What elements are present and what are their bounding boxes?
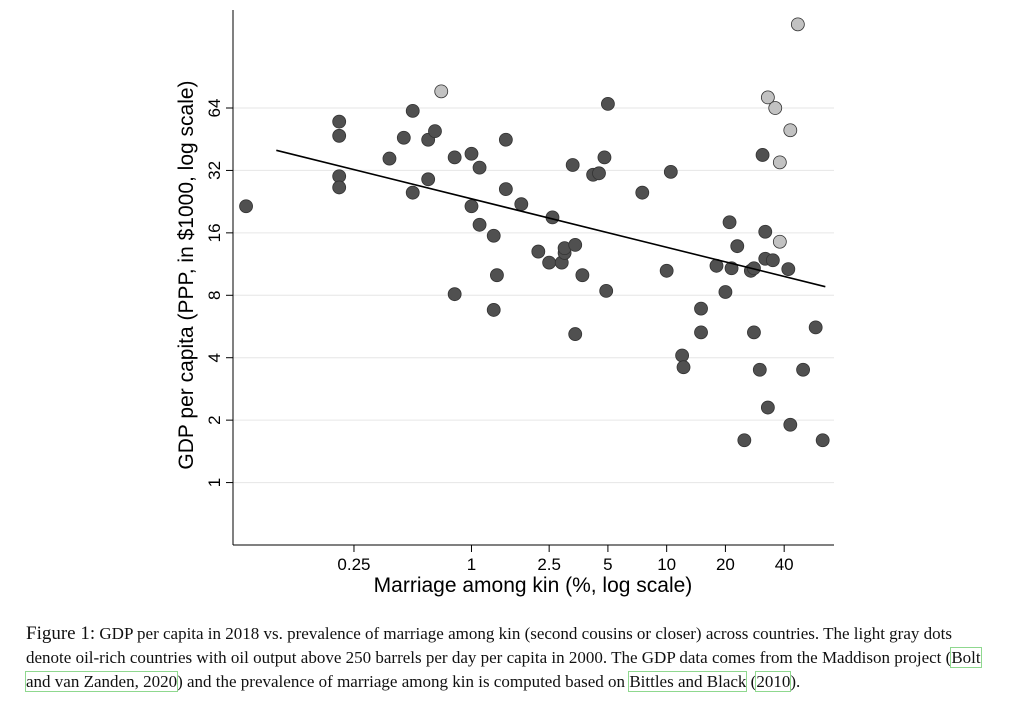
country-point — [783, 417, 798, 432]
country-point — [796, 362, 810, 377]
figure-label: Figure 1: — [26, 623, 96, 644]
country-point — [531, 244, 546, 259]
oil-rich-point — [772, 155, 787, 170]
country-point — [659, 263, 674, 278]
country-point — [752, 362, 767, 377]
x-tick-label: 0.25 — [337, 555, 370, 574]
country-point — [765, 253, 780, 268]
country-point — [568, 237, 583, 252]
citation-sep: , — [134, 672, 144, 691]
country-point — [447, 150, 462, 165]
country-point — [781, 262, 796, 276]
country-point — [730, 239, 745, 254]
country-point — [815, 433, 830, 448]
x-tick-label: 20 — [716, 555, 735, 574]
country-point — [472, 217, 487, 232]
country-point — [599, 283, 614, 298]
country-point — [490, 268, 504, 283]
country-point — [332, 114, 347, 129]
caption-text-1: GDP per capita in 2018 vs. prevalence of… — [26, 624, 952, 667]
oil-rich-point — [760, 90, 775, 105]
country-point — [722, 215, 737, 230]
caption-text-2: ) and the prevalence of marriage among k… — [177, 672, 630, 691]
country-point — [447, 287, 462, 302]
country-point — [498, 132, 513, 147]
country-point — [514, 197, 529, 212]
y-tick-label: 64 — [205, 99, 224, 118]
y-tick-label: 4 — [205, 353, 224, 362]
y-axis-ticks: 1 2 4 8 16 32 64 — [205, 99, 233, 487]
country-point — [428, 124, 442, 139]
x-tick-label: 40 — [775, 555, 794, 574]
fit-line — [276, 149, 826, 288]
country-point — [542, 255, 557, 270]
x-tick-label: 1 — [467, 555, 476, 574]
citation-year-2010[interactable]: 2010 — [755, 671, 792, 692]
country-point — [396, 130, 411, 145]
data-points — [239, 17, 830, 448]
x-tick-label: 2.5 — [537, 555, 561, 574]
country-point — [421, 172, 436, 187]
country-point — [694, 325, 708, 340]
citation-link-bittles[interactable]: Bittles and Black — [628, 671, 748, 692]
country-point — [472, 160, 487, 175]
country-point — [568, 327, 583, 341]
y-tick-label: 16 — [205, 223, 224, 242]
caption-text-3: ). — [790, 672, 801, 691]
country-point — [663, 164, 678, 179]
y-tick-label: 1 — [205, 478, 224, 487]
x-axis-label: Marriage among kin (%, log scale) — [374, 574, 693, 597]
grid-lines — [233, 107, 834, 484]
country-point — [718, 285, 733, 299]
oil-rich-point — [772, 234, 787, 249]
country-point — [808, 320, 823, 335]
x-axis-ticks: 0.25 1 2.5 5 10 20 40 — [337, 545, 794, 574]
oil-rich-point — [434, 84, 449, 99]
country-point — [486, 303, 501, 317]
country-point — [755, 148, 770, 162]
country-point — [737, 433, 752, 448]
country-point — [760, 400, 775, 415]
y-tick-label: 8 — [205, 291, 224, 300]
x-tick-label: 5 — [603, 555, 612, 574]
country-point — [565, 158, 580, 172]
country-point — [676, 360, 691, 375]
country-point — [332, 180, 347, 195]
country-point — [332, 128, 347, 143]
country-point — [694, 301, 708, 316]
citation-year-2020[interactable]: 2020 — [143, 672, 178, 691]
scatter-chart: 1 2 4 8 16 32 64 0.25 1 2.5 5 10 20 40 Marriage amon… — [175, 10, 834, 597]
country-point — [597, 150, 612, 165]
country-point — [486, 228, 501, 243]
country-point — [575, 268, 590, 283]
country-point — [405, 103, 420, 118]
x-tick-label: 10 — [657, 555, 676, 574]
country-point — [758, 224, 773, 239]
oil-rich-point — [768, 101, 783, 115]
country-point — [464, 199, 479, 214]
country-point — [464, 146, 479, 161]
country-point — [747, 325, 761, 340]
oil-rich-point — [790, 17, 805, 32]
y-axis-label: GDP per capita (PPP, in $1000, log scale… — [175, 80, 198, 469]
country-point — [675, 348, 690, 363]
country-point — [498, 182, 513, 197]
y-tick-label: 2 — [205, 415, 224, 424]
country-point — [405, 185, 420, 200]
citation-open: ( — [746, 672, 757, 691]
citation-link-bolt[interactable]: Bolt and van Zanden — [26, 648, 981, 691]
country-point — [592, 166, 606, 181]
country-point — [635, 185, 650, 200]
country-point — [601, 96, 615, 111]
country-point — [239, 199, 253, 214]
country-point — [382, 151, 397, 166]
figure-caption: Figure 1: GDP per capita in 2018 vs. pre… — [25, 622, 986, 694]
oil-rich-point — [783, 123, 798, 138]
y-tick-label: 32 — [205, 161, 224, 180]
